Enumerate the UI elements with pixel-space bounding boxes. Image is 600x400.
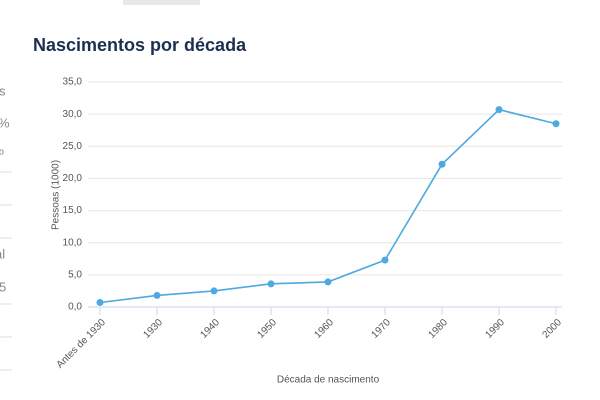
y-tick-label: 0,0 xyxy=(68,302,82,313)
point xyxy=(381,256,389,264)
x-tick-label: 1990 xyxy=(483,317,507,341)
y-tick-label: 35,0 xyxy=(63,77,83,88)
x-axis-label: Década de nascimento xyxy=(277,375,380,386)
x-tick-label: 1940 xyxy=(198,317,222,341)
x-tick-label: 1970 xyxy=(369,317,393,341)
x-tick-label: 1930 xyxy=(141,317,165,341)
point xyxy=(210,287,218,295)
x-tick-label: 2000 xyxy=(540,317,564,341)
point xyxy=(153,291,161,299)
side-text: º xyxy=(0,146,4,161)
point xyxy=(267,280,275,288)
x-tick-label: Antes de 1930 xyxy=(55,317,109,371)
y-tick-label: 15,0 xyxy=(63,205,83,216)
x-tick-label: 1960 xyxy=(312,317,336,341)
side-panel xyxy=(0,171,12,371)
point xyxy=(96,299,104,306)
line xyxy=(99,108,557,304)
y-tick-label: 25,0 xyxy=(63,141,83,152)
chart-title: Nascimentos por década xyxy=(33,35,247,55)
point xyxy=(438,160,446,168)
side-text: % xyxy=(0,115,10,130)
point xyxy=(324,278,332,286)
x-tick-label: 1950 xyxy=(255,317,279,341)
side-text: 5 xyxy=(0,279,6,294)
tab xyxy=(123,0,200,5)
y-axis-label: Pessoas (1000) xyxy=(51,160,62,230)
y-tick-label: 20,0 xyxy=(63,173,83,184)
point xyxy=(552,120,560,128)
y-tick-label: 5,0 xyxy=(68,269,82,280)
y-tick-label: 10,0 xyxy=(63,237,83,248)
side-text: al xyxy=(0,246,5,261)
point xyxy=(495,106,503,114)
x-tick-label: 1980 xyxy=(426,317,450,341)
side-text: s xyxy=(0,83,6,98)
y-tick-label: 30,0 xyxy=(63,109,83,120)
